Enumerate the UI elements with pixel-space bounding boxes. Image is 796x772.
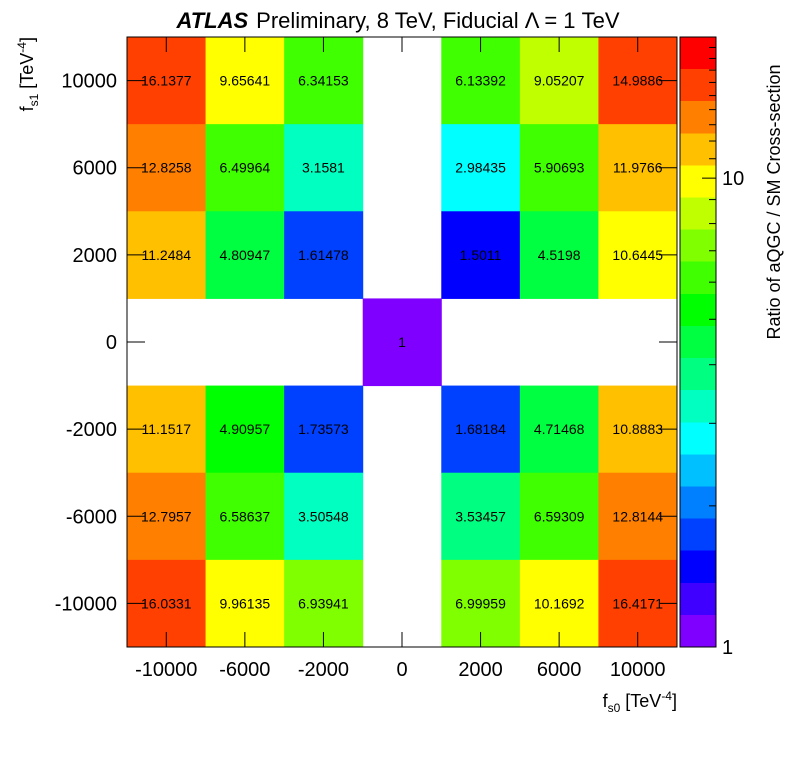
colorbar-label: Ratio of aQGC / SM Cross-section — [764, 64, 784, 339]
heatmap-cell — [284, 211, 364, 299]
heatmap-cell — [284, 472, 364, 561]
colorbar-tick-label: 1 — [722, 637, 733, 659]
x-tick-label: -10000 — [135, 659, 197, 681]
cell-value-label: 1 — [398, 334, 406, 350]
heatmap-cell — [441, 124, 521, 212]
y-axis-label: fs1 [TeV-4] — [15, 37, 41, 111]
heatmap-cell — [441, 211, 521, 299]
cell-value-label: 3.53457 — [455, 508, 506, 524]
cell-value-label: 9.65641 — [220, 73, 271, 89]
cell-value-label: 6.34153 — [298, 73, 349, 89]
cell-value-label: 2.98435 — [455, 160, 506, 176]
cell-value-label: 6.93941 — [298, 595, 349, 611]
heatmap-cell — [519, 124, 599, 212]
axis-ticks — [127, 37, 677, 647]
heatmap-cell-labels: 16.1377 9.65641 6.34153 6.13392 9.05207 14.98… — [141, 73, 663, 612]
cell-value-label: 5.90693 — [534, 160, 585, 176]
heatmap-cell — [205, 385, 285, 474]
cell-value-label: 11.2484 — [141, 247, 191, 263]
cell-value-label: 16.1377 — [141, 73, 192, 89]
y-tick-label: -2000 — [66, 419, 117, 441]
cell-value-label: 6.59309 — [534, 508, 585, 524]
heatmap-cell — [519, 385, 599, 474]
cell-value-label: 10.6445 — [612, 247, 663, 263]
heatmap-cell — [284, 385, 364, 474]
heatmap-cell — [205, 472, 285, 561]
x-axis-label: fs0 [TeV-4] — [603, 689, 677, 715]
y-tick-label: 6000 — [73, 158, 118, 180]
heatmap-cell — [205, 211, 285, 299]
y-tick-label: 0 — [106, 332, 117, 354]
chart-title: ATLAS Preliminary, 8 TeV, Fiducial Λ = 1 … — [0, 8, 796, 34]
x-tick-label: 6000 — [537, 659, 582, 681]
cell-value-label: 6.49964 — [220, 160, 271, 176]
heatmap-cell — [441, 472, 521, 561]
cell-value-label: 3.1581 — [302, 160, 345, 176]
colorbar: 1 10 — [679, 36, 744, 659]
cell-value-label: 12.8144 — [612, 508, 663, 524]
cell-value-label: 4.5198 — [538, 247, 581, 263]
x-tick-labels: -10000 -6000 -2000 0 2000 6000 10000 — [135, 659, 665, 681]
cell-value-label: 14.9886 — [612, 73, 663, 89]
cell-value-label: 3.50548 — [298, 508, 349, 524]
heatmap-cells — [127, 37, 678, 648]
cell-value-label: 12.7957 — [141, 508, 192, 524]
cell-value-label: 10.1692 — [534, 595, 585, 611]
cell-value-label: 6.99959 — [455, 595, 506, 611]
y-tick-label: -10000 — [55, 593, 117, 615]
y-tick-label: 10000 — [61, 71, 117, 93]
cell-value-label: 1.5011 — [460, 247, 502, 263]
atlas-brand: ATLAS — [176, 8, 249, 33]
cell-value-label: 4.71468 — [534, 421, 585, 437]
colorbar-scale — [679, 36, 717, 648]
cell-value-label: 4.80947 — [220, 247, 271, 263]
cell-value-label: 6.13392 — [455, 73, 506, 89]
cell-value-label: 1.73573 — [298, 421, 349, 437]
x-tick-label: 10000 — [610, 659, 666, 681]
cell-value-label: 4.90957 — [220, 421, 271, 437]
cell-value-label: 6.58637 — [220, 508, 271, 524]
heatmap-cell — [441, 385, 521, 474]
y-tick-label: 2000 — [73, 245, 118, 267]
heatmap-cell — [362, 298, 442, 387]
heatmap-cell — [519, 211, 599, 299]
cell-value-label: 1.61478 — [298, 247, 349, 263]
cell-value-label: 16.4171 — [612, 595, 663, 611]
chart-subtitle: Preliminary, 8 TeV, Fiducial Λ = 1 TeV — [256, 8, 620, 33]
x-tick-label: 2000 — [458, 659, 503, 681]
cell-value-label: 11.9766 — [613, 160, 663, 176]
heatmap-cell — [205, 124, 285, 212]
cell-value-label: 10.8883 — [612, 421, 663, 437]
colorbar-tick-label: 10 — [722, 168, 744, 190]
cell-value-label: 1.68184 — [455, 421, 506, 437]
cell-value-label: 9.05207 — [534, 73, 585, 89]
heatmap-cell — [284, 124, 364, 212]
heatmap-cell — [519, 472, 599, 561]
x-tick-label: -6000 — [219, 659, 270, 681]
cell-value-label: 9.96135 — [220, 595, 271, 611]
y-tick-labels: 10000 6000 2000 0 -2000 -6000 -10000 — [55, 71, 117, 616]
y-tick-label: -6000 — [66, 506, 117, 528]
cell-value-label: 12.8258 — [141, 160, 192, 176]
x-tick-label: 0 — [396, 659, 407, 681]
x-tick-label: -2000 — [298, 659, 349, 681]
cell-value-label: 16.0331 — [141, 595, 192, 611]
cell-value-label: 11.1517 — [141, 421, 191, 437]
